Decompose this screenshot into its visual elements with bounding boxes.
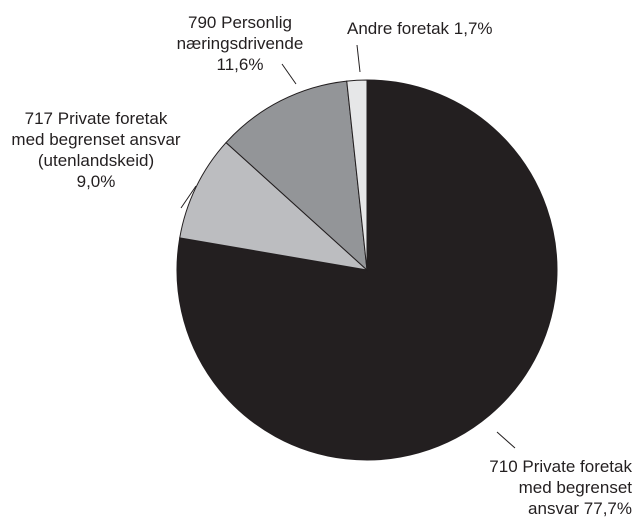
value-label: 11,6% <box>216 55 264 74</box>
category-label: 790 Personlig næringsdrivende <box>176 13 304 53</box>
category-label: Andre foretak <box>347 19 450 38</box>
value-label: 77,7% <box>583 499 632 518</box>
leader-line <box>496 431 516 449</box>
slice-label: 717 Private foretak med begrenset ansvar… <box>8 108 184 192</box>
pie-slice <box>179 141 369 271</box>
leader-line <box>281 63 297 85</box>
leader-line <box>356 44 361 73</box>
slice-label: 790 Personlig næringsdrivende 11,6% <box>160 12 320 75</box>
pie-slice <box>346 79 368 271</box>
slices <box>176 79 558 461</box>
category-label: 710 Private foretak med begrenset ansvar <box>489 457 632 518</box>
value-label: 1,7% <box>453 19 493 38</box>
slice-label: 710 Private foretak med begrenset ansvar… <box>489 456 632 519</box>
pie-slice <box>225 80 368 272</box>
value-label: 9,0% <box>76 172 116 191</box>
slice-label: Andre foretak 1,7% <box>347 18 493 39</box>
leader-line <box>180 185 197 209</box>
leaders <box>180 44 516 449</box>
category-label: 717 Private foretak med begrenset ansvar… <box>11 109 181 170</box>
